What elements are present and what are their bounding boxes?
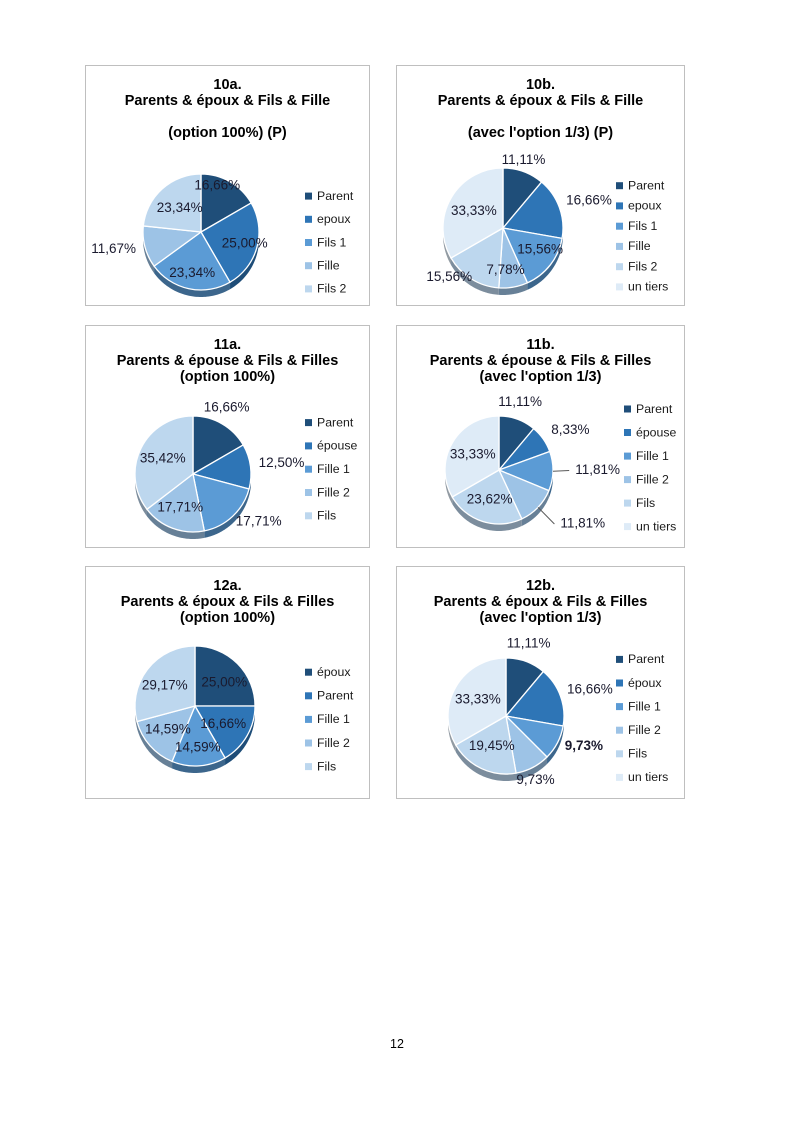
svg-text:15,56%: 15,56% [426, 269, 472, 284]
svg-text:23,34%: 23,34% [157, 200, 203, 215]
svg-text:11,81%: 11,81% [560, 516, 605, 531]
svg-text:14,59%: 14,59% [175, 739, 221, 754]
svg-text:12a.: 12a. [213, 578, 241, 594]
svg-text:12b.: 12b. [526, 578, 555, 594]
svg-text:Parents & époux & Fils & Fille: Parents & époux & Fils & Filles [121, 594, 335, 610]
svg-text:Fille 2: Fille 2 [628, 723, 661, 737]
svg-text:16,66%: 16,66% [200, 716, 246, 731]
svg-text:25,00%: 25,00% [222, 235, 268, 250]
svg-text:11,67%: 11,67% [91, 241, 136, 256]
svg-text:épouse: épouse [317, 439, 358, 453]
svg-text:Fils: Fils [317, 759, 336, 773]
svg-text:(option 100%): (option 100%) [180, 610, 275, 626]
svg-text:Fils 1: Fils 1 [317, 235, 347, 249]
svg-text:Parents & époux & Fils & Fille: Parents & époux & Fils & Fille [125, 93, 330, 109]
svg-text:époux: époux [317, 665, 351, 679]
svg-text:25,00%: 25,00% [201, 674, 247, 689]
svg-text:Parents & épouse & Fils & Fill: Parents & épouse & Fils & Filles [430, 353, 652, 369]
svg-text:17,71%: 17,71% [157, 499, 203, 514]
svg-text:Fille 2: Fille 2 [636, 472, 669, 486]
svg-text:19,45%: 19,45% [469, 738, 515, 753]
svg-text:23,34%: 23,34% [169, 265, 215, 280]
svg-text:16,66%: 16,66% [204, 399, 250, 414]
svg-text:un tiers: un tiers [636, 519, 676, 533]
svg-text:10b.: 10b. [526, 77, 555, 93]
svg-text:Parent: Parent [317, 415, 354, 429]
svg-text:Fils: Fils [317, 509, 336, 523]
svg-text:11,11%: 11,11% [498, 394, 542, 409]
svg-text:11a.: 11a. [214, 337, 241, 353]
svg-text:Parent: Parent [636, 402, 673, 416]
svg-text:11,81%: 11,81% [575, 462, 620, 477]
svg-text:Parents & époux & Fils & Fille: Parents & époux & Fils & Filles [434, 594, 648, 610]
svg-text:33,33%: 33,33% [451, 203, 497, 218]
svg-text:9,73%: 9,73% [516, 772, 554, 787]
svg-text:Fils 2: Fils 2 [317, 282, 347, 296]
svg-text:(avec l'option 1/3) (P): (avec l'option 1/3) (P) [468, 125, 613, 141]
svg-text:11b.: 11b. [526, 337, 554, 353]
svg-text:un tiers: un tiers [628, 770, 668, 784]
svg-text:16,66%: 16,66% [566, 193, 612, 208]
svg-text:15,56%: 15,56% [517, 241, 563, 256]
svg-text:époux: époux [628, 676, 662, 690]
svg-text:11,11%: 11,11% [507, 635, 551, 650]
svg-text:11,11%: 11,11% [502, 152, 546, 167]
svg-text:Fille: Fille [317, 258, 340, 272]
svg-text:29,17%: 29,17% [142, 677, 188, 692]
svg-text:Parent: Parent [628, 652, 665, 666]
svg-text:14,59%: 14,59% [145, 721, 191, 736]
svg-text:Fille: Fille [628, 239, 651, 253]
svg-text:Fils 1: Fils 1 [628, 219, 658, 233]
svg-text:(avec l'option 1/3): (avec l'option 1/3) [480, 610, 602, 626]
svg-text:16,66%: 16,66% [567, 681, 613, 696]
svg-text:Parent: Parent [628, 178, 665, 192]
svg-text:épouse: épouse [636, 425, 677, 439]
svg-text:Fille 1: Fille 1 [317, 462, 350, 476]
svg-text:Parents & époux & Fils & Fille: Parents & époux & Fils & Fille [438, 93, 643, 109]
svg-text:epoux: epoux [628, 199, 662, 213]
svg-text:Parent: Parent [317, 189, 354, 203]
svg-text:(option 100%): (option 100%) [180, 369, 275, 385]
svg-text:Fille 2: Fille 2 [317, 485, 350, 499]
svg-text:(option 100%) (P): (option 100%) (P) [168, 125, 287, 141]
svg-text:Fille 1: Fille 1 [317, 712, 350, 726]
svg-text:un tiers: un tiers [628, 280, 668, 294]
svg-text:(avec l'option 1/3): (avec l'option 1/3) [480, 369, 602, 385]
svg-text:16,66%: 16,66% [194, 177, 240, 192]
svg-text:33,33%: 33,33% [450, 446, 496, 461]
svg-text:epoux: epoux [317, 212, 351, 226]
svg-text:7,78%: 7,78% [486, 262, 524, 277]
svg-text:23,62%: 23,62% [467, 491, 513, 506]
svg-text:Fils: Fils [636, 496, 655, 510]
svg-text:Fils: Fils [628, 747, 647, 761]
svg-text:Fille 1: Fille 1 [636, 449, 669, 463]
svg-text:Fils 2: Fils 2 [628, 259, 658, 273]
svg-text:Fille 1: Fille 1 [628, 699, 661, 713]
svg-text:33,33%: 33,33% [455, 691, 501, 706]
svg-text:35,42%: 35,42% [140, 451, 186, 466]
svg-text:17,71%: 17,71% [236, 513, 282, 528]
svg-text:12,50%: 12,50% [259, 455, 305, 470]
svg-text:9,73%: 9,73% [565, 738, 603, 753]
svg-text:8,33%: 8,33% [551, 422, 589, 437]
svg-text:10a.: 10a. [213, 77, 241, 93]
svg-text:Fille 2: Fille 2 [317, 736, 350, 750]
svg-text:Parent: Parent [317, 689, 354, 703]
svg-text:Parents & épouse & Fils & Fill: Parents & épouse & Fils & Filles [117, 353, 339, 369]
